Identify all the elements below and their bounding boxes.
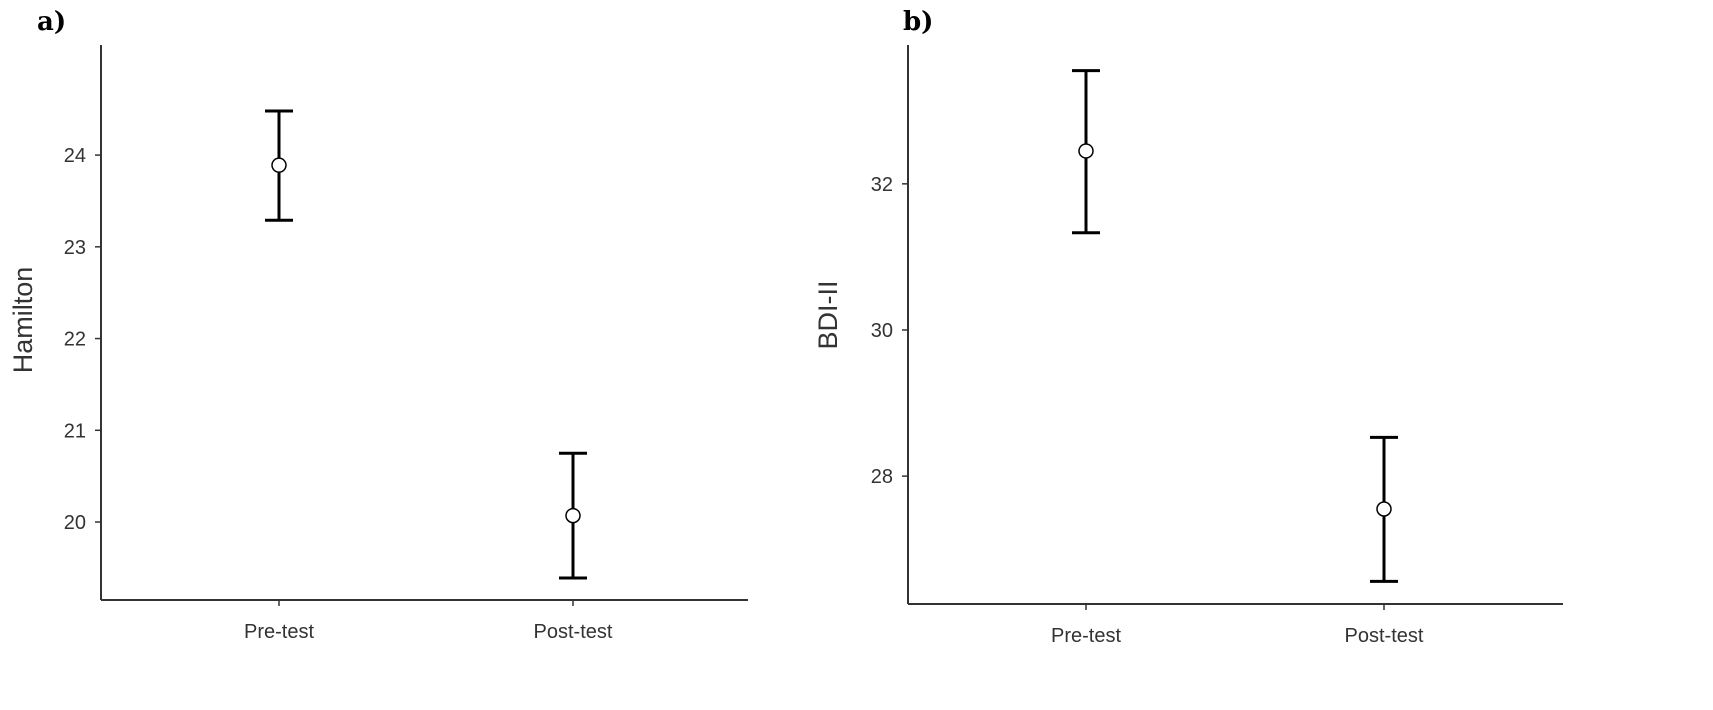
x-tick-label: Post-test: [1345, 625, 1424, 647]
y-axis-title: BDI-II: [813, 280, 843, 349]
mean-point: [271, 157, 287, 173]
panel-label: b): [903, 7, 933, 37]
y-tick-label: 23: [64, 237, 86, 259]
mean-point: [565, 507, 581, 524]
x-tick-label: Post-test: [534, 621, 613, 643]
y-axis-title: Hamilton: [8, 267, 38, 374]
y-tick-label: 22: [64, 329, 86, 351]
panel-a: a) 20 21 22 23 24 Pre-test Post-test Hamilton: [8, 7, 748, 643]
panel-b: b) 28 30 32 Pre-test Post-test BDI-II: [813, 7, 1563, 647]
y-tick-label: 20: [64, 512, 86, 534]
y-tick-label: 21: [64, 420, 86, 442]
mean-point: [1376, 501, 1392, 517]
y-tick-label: 32: [871, 174, 893, 196]
panel-label: a): [37, 7, 66, 37]
y-tick-label: 30: [871, 320, 893, 342]
mean-point: [1078, 143, 1094, 159]
y-tick-label: 28: [871, 466, 893, 488]
y-tick-label: 24: [64, 145, 86, 167]
x-tick-label: Pre-test: [1051, 625, 1121, 647]
x-tick-label: Pre-test: [244, 621, 314, 643]
